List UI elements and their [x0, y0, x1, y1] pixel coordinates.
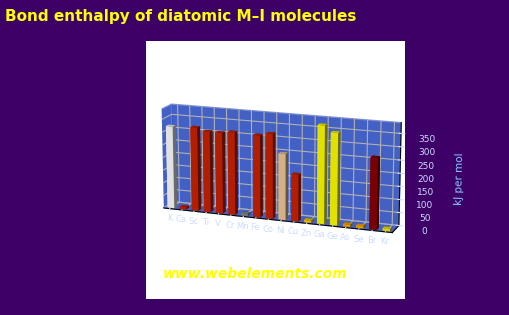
Text: www.webelements.com: www.webelements.com: [162, 267, 347, 281]
Text: Bond enthalpy of diatomic M–I molecules: Bond enthalpy of diatomic M–I molecules: [5, 9, 356, 25]
